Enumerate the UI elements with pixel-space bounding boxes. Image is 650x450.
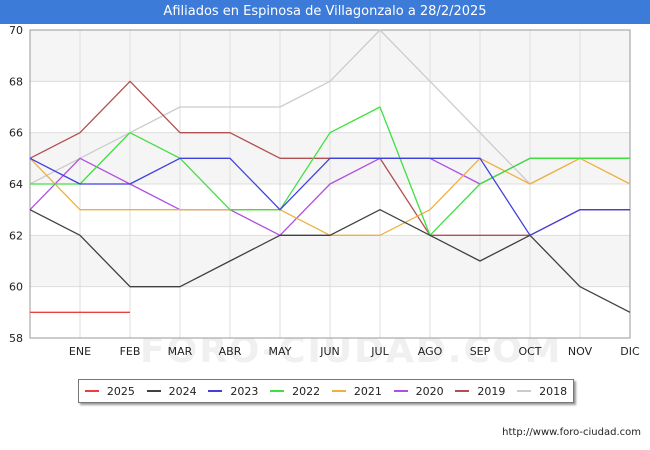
x-tick-label: AGO [418, 345, 443, 358]
legend-label: 2025 [106, 384, 135, 398]
legend-swatch [270, 390, 285, 392]
legend-label: 2019 [477, 384, 506, 398]
legend-label: 2018 [539, 384, 568, 398]
chart-title: Afiliados en Espinosa de Villagonzalo a … [0, 0, 650, 24]
x-tick-label: MAY [269, 345, 292, 358]
legend-label: 2021 [353, 384, 382, 398]
y-tick-label: 70 [9, 24, 23, 37]
legend-swatch [146, 390, 161, 392]
legend-item-2019: 2019 [455, 385, 505, 398]
x-tick-label: SEP [470, 345, 491, 358]
legend-item-2021: 2021 [331, 384, 382, 398]
series-line-2024 [29, 209, 631, 313]
legend-swatch [517, 390, 532, 392]
y-tick-label: 62 [9, 229, 23, 242]
legend-item-2024: 2024 [146, 384, 197, 398]
legend-swatch [208, 390, 223, 392]
legend-item-2023: 2023 [208, 385, 258, 398]
y-tick-label: 66 [9, 127, 23, 140]
x-tick-label: JUL [370, 345, 389, 358]
x-tick-label: ABR [219, 345, 242, 358]
x-tick-label: FEB [120, 345, 141, 358]
legend-label: 2020 [415, 384, 444, 398]
footer-url: http://www.foro-ciudad.com [502, 427, 641, 438]
y-tick-label: 64 [9, 178, 23, 191]
y-tick-label: 58 [9, 332, 23, 345]
x-tick-label: DIC [620, 345, 640, 358]
legend-swatch [393, 390, 408, 392]
legend-label: 2023 [230, 384, 259, 398]
x-tick-label: MAR [168, 345, 193, 358]
legend-label: 2022 [292, 384, 321, 398]
legend-item-2020: 2020 [393, 384, 444, 398]
legend-swatch [331, 390, 346, 392]
x-tick-label: OCT [518, 345, 541, 358]
x-tick-label: NOV [568, 345, 593, 358]
x-tick-label: JUN [319, 345, 340, 358]
legend-swatch [84, 390, 99, 392]
legend-item-2025: 2025 [84, 384, 135, 398]
y-tick-label: 68 [9, 75, 23, 88]
series-line-2022 [30, 106, 630, 236]
legend-item-2018: 2018 [517, 385, 567, 398]
x-tick-label: ENE [69, 345, 91, 358]
legend-item-2022: 2022 [270, 385, 320, 398]
legend-swatch [455, 390, 470, 392]
legend: 2025 2024 2023 2022 2021 2020 2019 2018 [78, 379, 574, 403]
y-tick-label: 60 [9, 281, 23, 294]
legend-label: 2024 [168, 384, 197, 398]
